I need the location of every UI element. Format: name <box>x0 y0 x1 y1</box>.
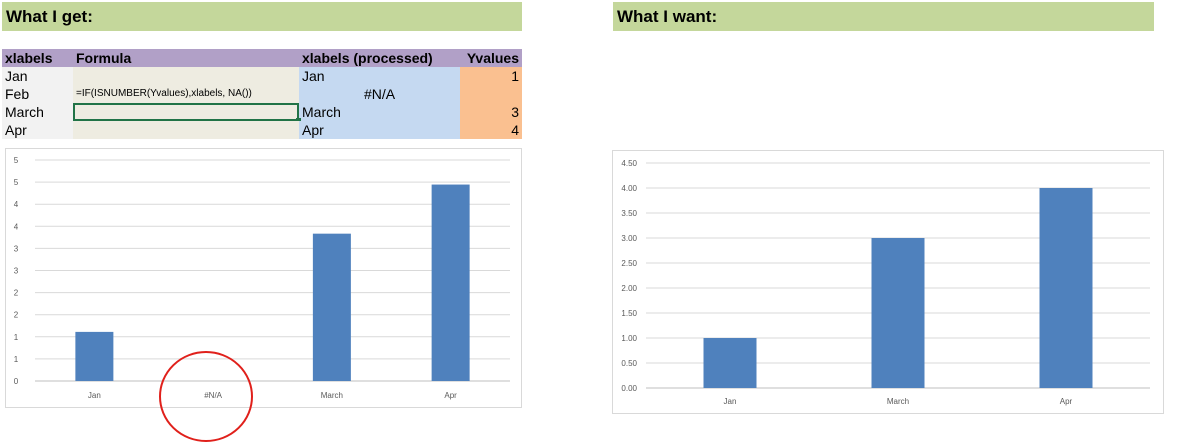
y-tick-label: 4.50 <box>621 159 637 168</box>
y-tick-label: 2.50 <box>621 259 637 268</box>
y-tick-label: 3 <box>14 244 19 253</box>
y-tick-label: 3.00 <box>621 234 637 243</box>
bar <box>75 331 114 381</box>
cell-processed[interactable]: March <box>299 103 460 121</box>
category-label: Jan <box>724 397 737 406</box>
y-tick-label: 1.50 <box>621 309 637 318</box>
cell-formula[interactable]: =IF(ISNUMBER(Yvalues),xlabels, NA()) <box>73 85 299 103</box>
cell-xlabel[interactable]: Apr <box>2 121 73 139</box>
header-xlabels[interactable]: xlabels <box>2 49 73 67</box>
cell-processed[interactable]: Apr <box>299 121 460 139</box>
y-tick-label: 2.00 <box>621 284 637 293</box>
header-yvalues[interactable]: Yvalues <box>460 49 522 67</box>
what-i-want-banner: What I want: <box>613 2 1154 31</box>
bar <box>431 184 470 381</box>
y-tick-label: 4 <box>14 222 19 231</box>
cell-yvalue[interactable]: 1 <box>460 67 522 85</box>
cell-xlabel[interactable]: Jan <box>2 67 73 85</box>
cell-xlabel[interactable]: March <box>2 103 73 121</box>
bar <box>1039 188 1093 388</box>
chart-left-canvas: 0 1 1 2 2 3 3 4 4 5 5 Jan #N/A March Apr <box>14 156 510 400</box>
category-label: Apr <box>444 391 457 400</box>
cell-formula[interactable] <box>73 67 299 85</box>
y-tick-label: 1.00 <box>621 334 637 343</box>
bar <box>703 338 757 388</box>
chart-what-i-get[interactable]: 0 1 1 2 2 3 3 4 4 5 5 Jan #N/A March Apr <box>5 148 522 408</box>
y-tick-label: 1 <box>14 355 19 364</box>
header-formula[interactable]: Formula <box>73 49 299 67</box>
y-tick-label: 2 <box>14 289 19 298</box>
fill-handle[interactable] <box>296 118 301 123</box>
y-tick-label: 0.50 <box>621 359 637 368</box>
cell-yvalue[interactable]: 4 <box>460 121 522 139</box>
chart-what-i-want[interactable]: 0.00 0.50 1.00 1.50 2.00 2.50 3.00 3.50 4.00 4.50… <box>612 150 1164 414</box>
y-tick-label: 4.00 <box>621 184 637 193</box>
header-xlabels-processed[interactable]: xlabels (processed) <box>299 49 460 67</box>
y-tick-label: 3 <box>14 267 19 276</box>
cell-yvalue[interactable]: 3 <box>460 103 522 121</box>
cell-yvalue-empty[interactable] <box>460 85 522 103</box>
y-tick-label: 1 <box>14 333 19 342</box>
y-tick-label: 3.50 <box>621 209 637 218</box>
what-i-get-banner: What I get: <box>2 2 522 31</box>
y-tick-label: 4 <box>14 200 19 209</box>
bar <box>871 238 925 388</box>
category-label: March <box>887 397 909 406</box>
cell-processed-na[interactable]: #N/A <box>299 85 460 103</box>
y-tick-label: 5 <box>14 156 19 165</box>
y-tick-label: 0 <box>14 377 19 386</box>
cell-formula[interactable] <box>73 121 299 139</box>
cell-xlabel[interactable]: Feb <box>2 85 73 103</box>
category-label: Jan <box>88 391 101 400</box>
bar <box>312 233 351 381</box>
na-highlight-circle <box>159 351 253 442</box>
category-label: Apr <box>1060 397 1073 406</box>
cell-formula-selected[interactable] <box>73 103 299 121</box>
y-tick-label: 0.00 <box>621 384 637 393</box>
cell-processed[interactable]: Jan <box>299 67 460 85</box>
category-label: #N/A <box>204 391 222 400</box>
y-tick-label: 2 <box>14 311 19 320</box>
y-tick-label: 5 <box>14 178 19 187</box>
category-label: March <box>321 391 343 400</box>
chart-right-canvas: 0.00 0.50 1.00 1.50 2.00 2.50 3.00 3.50 4.00 4.50… <box>621 159 1150 406</box>
